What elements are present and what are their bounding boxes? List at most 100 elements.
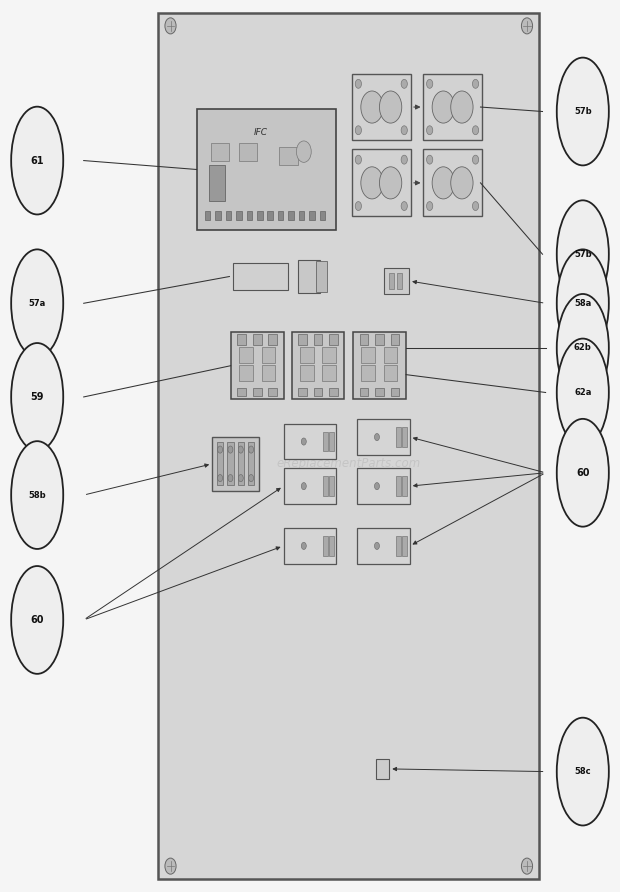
Bar (309, 211, 315, 220)
Circle shape (432, 167, 454, 199)
Bar (316, 261, 327, 292)
Circle shape (401, 126, 407, 135)
Text: IFC: IFC (254, 128, 267, 136)
Circle shape (238, 446, 243, 453)
Bar (314, 334, 322, 345)
Text: 58c: 58c (575, 767, 591, 776)
Bar (226, 211, 231, 220)
Circle shape (374, 434, 379, 441)
Bar (384, 268, 409, 294)
Bar (278, 211, 283, 220)
Bar (352, 74, 410, 140)
Bar (231, 333, 283, 400)
Circle shape (521, 18, 533, 34)
Text: 58a: 58a (574, 299, 591, 308)
Bar (376, 759, 389, 779)
Bar (389, 273, 394, 289)
Bar (360, 334, 368, 345)
Ellipse shape (11, 107, 63, 214)
Bar (217, 442, 223, 485)
Bar (396, 476, 401, 496)
Text: 62b: 62b (574, 343, 591, 352)
Bar (279, 147, 298, 165)
Circle shape (427, 202, 433, 211)
Circle shape (472, 79, 479, 88)
Bar (298, 387, 307, 396)
Circle shape (355, 202, 361, 211)
Bar (402, 536, 407, 556)
Bar (298, 334, 307, 345)
Bar (239, 347, 253, 363)
Circle shape (451, 91, 473, 123)
Ellipse shape (11, 442, 63, 549)
Bar (391, 387, 399, 396)
Bar (215, 211, 221, 220)
Bar (257, 211, 263, 220)
Circle shape (301, 542, 306, 549)
Bar (361, 347, 375, 363)
Bar (322, 347, 336, 363)
Bar (211, 143, 229, 161)
Bar (396, 427, 401, 447)
Ellipse shape (557, 250, 609, 357)
Bar (357, 528, 409, 564)
Bar (212, 437, 259, 491)
Bar (239, 365, 253, 381)
Bar (268, 334, 277, 345)
Bar (329, 536, 334, 556)
Bar (299, 211, 304, 220)
Text: 59: 59 (30, 392, 44, 402)
Bar (197, 109, 336, 229)
Bar (384, 365, 397, 381)
Text: eReplacementParts.com: eReplacementParts.com (277, 458, 421, 470)
Circle shape (355, 126, 361, 135)
Circle shape (427, 79, 433, 88)
Circle shape (379, 91, 402, 123)
Circle shape (521, 858, 533, 874)
Bar (237, 387, 246, 396)
Bar (397, 273, 402, 289)
Circle shape (472, 155, 479, 164)
Bar (228, 442, 234, 485)
Bar (396, 536, 401, 556)
Circle shape (218, 446, 223, 453)
Circle shape (249, 446, 254, 453)
Bar (205, 211, 210, 220)
Circle shape (165, 18, 176, 34)
Bar (323, 536, 328, 556)
Bar (158, 13, 539, 879)
Bar (288, 211, 294, 220)
Bar (237, 442, 244, 485)
Bar (236, 211, 242, 220)
Bar (423, 149, 482, 216)
Circle shape (296, 141, 311, 162)
Bar (322, 365, 336, 381)
Bar (253, 334, 262, 345)
Bar (247, 211, 252, 220)
Bar (391, 334, 399, 345)
Circle shape (401, 202, 407, 211)
Circle shape (427, 155, 433, 164)
Text: 61: 61 (30, 155, 44, 166)
Bar (357, 419, 409, 455)
Bar (402, 427, 407, 447)
Circle shape (374, 483, 379, 490)
Bar (353, 333, 406, 400)
Bar (262, 347, 275, 363)
Bar (384, 347, 397, 363)
Ellipse shape (11, 250, 63, 357)
Ellipse shape (557, 419, 609, 526)
Bar (267, 211, 273, 220)
Bar (292, 333, 345, 400)
Bar (248, 442, 254, 485)
Circle shape (228, 446, 233, 453)
Bar (375, 334, 384, 345)
Bar (329, 476, 334, 496)
Bar (329, 334, 338, 345)
Circle shape (401, 79, 407, 88)
Ellipse shape (557, 201, 609, 308)
Bar (323, 476, 328, 496)
Circle shape (432, 91, 454, 123)
Circle shape (374, 542, 379, 549)
Bar (300, 347, 314, 363)
